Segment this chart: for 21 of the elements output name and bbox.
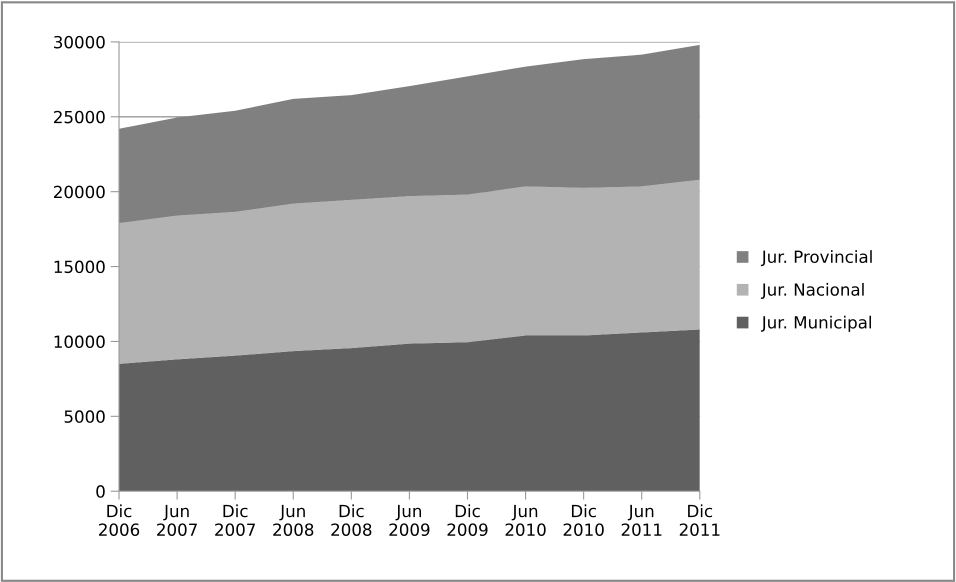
x-tick-label: Jun 2010 <box>506 504 546 536</box>
x-tick-label: Dic 2009 <box>447 504 488 536</box>
x-tick-label: Dic 2011 <box>680 504 720 536</box>
x-tick-label: Jun 2011 <box>622 504 662 536</box>
x-tick-label: Dic 2010 <box>564 504 604 536</box>
x-tick-label: Jun 2007 <box>157 504 197 536</box>
x-tick-label: Dic 2006 <box>99 504 140 536</box>
y-tick-label: 0 <box>96 485 105 498</box>
y-tick-label: 5000 <box>64 410 105 423</box>
x-tick-label: Dic 2008 <box>331 504 372 536</box>
x-tick-label: Dic 2007 <box>215 504 255 536</box>
x-tick-label: Jun 2009 <box>389 504 430 536</box>
y-tick-label: 30000 <box>54 36 105 48</box>
y-tick-label: 15000 <box>54 260 105 274</box>
y-tick-label: 20000 <box>54 186 105 198</box>
y-tick-label: 10000 <box>54 335 105 348</box>
y-tick-label: 25000 <box>54 110 105 124</box>
x-tick-label: Jun 2008 <box>273 504 314 536</box>
legend-label: Jur. Provincial <box>760 250 872 266</box>
legend-label: Jur. Nacional <box>760 282 864 299</box>
legend-label: Jur. Municipal <box>760 316 871 332</box>
